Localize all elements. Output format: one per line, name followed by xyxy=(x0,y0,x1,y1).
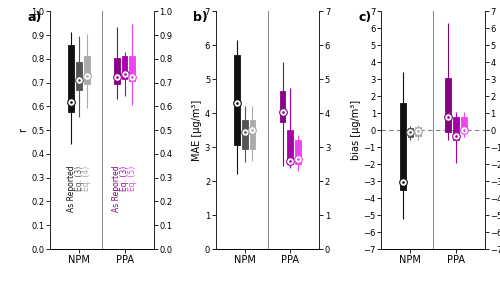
Bar xyxy=(242,120,248,149)
Bar xyxy=(461,117,466,132)
Bar xyxy=(280,91,285,122)
Y-axis label: r: r xyxy=(18,128,28,132)
Bar xyxy=(408,128,414,137)
Bar xyxy=(416,127,421,136)
Text: Eq. (3): Eq. (3) xyxy=(120,166,129,191)
Text: Eq. (3): Eq. (3) xyxy=(74,166,84,191)
Y-axis label: bias [μg/m³]: bias [μg/m³] xyxy=(350,100,360,160)
Bar xyxy=(68,45,74,112)
Bar xyxy=(295,140,301,164)
Bar xyxy=(84,57,89,84)
Bar xyxy=(453,117,459,140)
Text: b): b) xyxy=(193,11,208,24)
Text: c): c) xyxy=(358,11,372,24)
Text: Eq. (4): Eq. (4) xyxy=(82,166,92,191)
Bar xyxy=(234,55,240,145)
Y-axis label: MAE [μg/m³]: MAE [μg/m³] xyxy=(192,100,202,161)
Text: As Reported: As Reported xyxy=(112,166,122,213)
Text: a): a) xyxy=(27,11,42,24)
Bar xyxy=(288,130,293,164)
Bar xyxy=(250,120,256,149)
Text: As Reported: As Reported xyxy=(66,166,76,213)
Bar xyxy=(130,57,135,82)
Bar xyxy=(114,58,119,84)
Bar xyxy=(400,103,406,190)
Bar xyxy=(446,78,451,132)
Bar xyxy=(122,57,128,79)
Bar xyxy=(76,63,82,90)
Text: Eq. (5): Eq. (5) xyxy=(128,166,137,191)
